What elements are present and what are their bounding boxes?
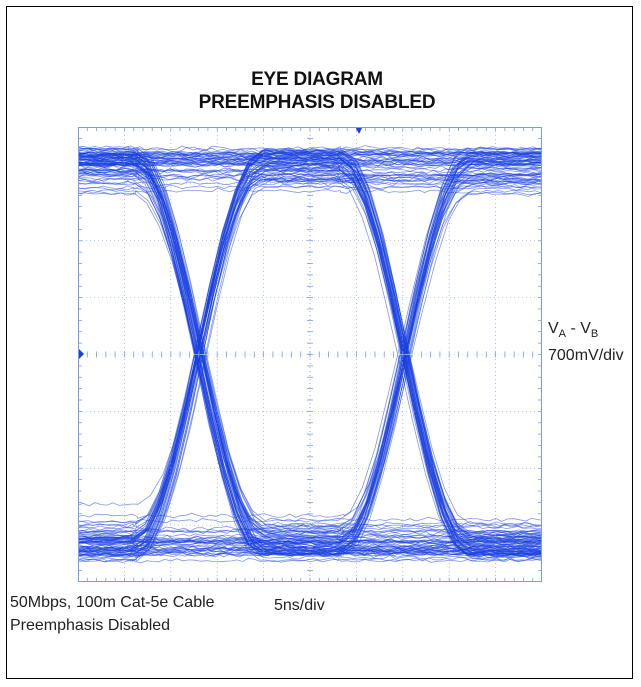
eye-trace: [78, 534, 542, 541]
chart-subtitle: PREEMPHASIS DISABLED: [198, 92, 436, 113]
eye-trace: [78, 150, 542, 563]
eye-trace: [78, 177, 542, 559]
eye-trace: [78, 545, 542, 553]
eye-trace: [78, 155, 542, 535]
eye-trace: [78, 148, 542, 551]
eye-trace: [78, 168, 542, 529]
eye-trace: [78, 156, 542, 541]
eye-trace: [78, 147, 542, 540]
eye-trace: [78, 172, 542, 559]
eye-trace: [78, 528, 542, 536]
eye-trace: [78, 191, 542, 528]
eye-trace: [78, 162, 542, 523]
trigger-marker: [356, 128, 362, 134]
y-label-v: V: [548, 320, 559, 337]
eye-trace: [78, 161, 542, 538]
eye-trace: [78, 160, 542, 168]
y-label-v2: V: [580, 320, 591, 337]
eye-traces: [78, 145, 542, 564]
eye-trace: [78, 151, 542, 558]
eye-trace: [78, 161, 542, 545]
eye-trace: [78, 178, 542, 546]
y-axis-label: VA - VB 700mV/div: [548, 318, 624, 367]
y-label-sub-b: B: [590, 328, 599, 340]
eye-trace: [78, 184, 542, 191]
eye-trace: [78, 165, 542, 555]
graticule: [78, 127, 542, 582]
eye-trace: [78, 171, 542, 551]
eye-trace: [78, 145, 542, 550]
eye-trace: [78, 151, 542, 157]
eye-trace: [78, 150, 542, 549]
eye-trace: [78, 536, 542, 542]
y-scale-label: 700mV/div: [548, 347, 624, 364]
eye-trace: [78, 145, 542, 152]
eye-trace: [78, 161, 542, 552]
x-scale-label: 5ns/div: [274, 597, 325, 614]
eye-trace: [78, 153, 542, 545]
eye-trace: [78, 170, 542, 560]
ground-marker: [79, 349, 84, 359]
y-label-sep: -: [566, 320, 581, 337]
eye-trace: [78, 184, 542, 524]
eye-trace: [78, 180, 542, 551]
eye-trace: [78, 165, 542, 544]
eye-trace: [78, 172, 542, 557]
y-label-sub-a: A: [558, 328, 567, 340]
eye-trace: [78, 187, 542, 542]
eye-trace: [78, 167, 542, 535]
eye-diagram-plot: [78, 127, 542, 582]
eye-trace: [78, 176, 542, 544]
eye-trace: [78, 525, 542, 532]
eye-trace: [78, 158, 542, 548]
eye-trace: [78, 165, 542, 547]
plot-border: [78, 127, 542, 582]
footnote-line-2: Preemphasis Disabled: [10, 617, 171, 634]
footnote-line-1: 50Mbps, 100m Cat-5e Cable: [10, 594, 215, 611]
eye-trace: [78, 171, 542, 546]
eye-trace: [78, 167, 542, 559]
eye-trace: [78, 153, 542, 555]
eye-trace: [78, 166, 542, 546]
eye-trace: [78, 186, 542, 536]
eye-trace: [78, 163, 542, 561]
chart-title: EYE DIAGRAM: [251, 69, 383, 90]
eye-trace: [78, 175, 542, 542]
